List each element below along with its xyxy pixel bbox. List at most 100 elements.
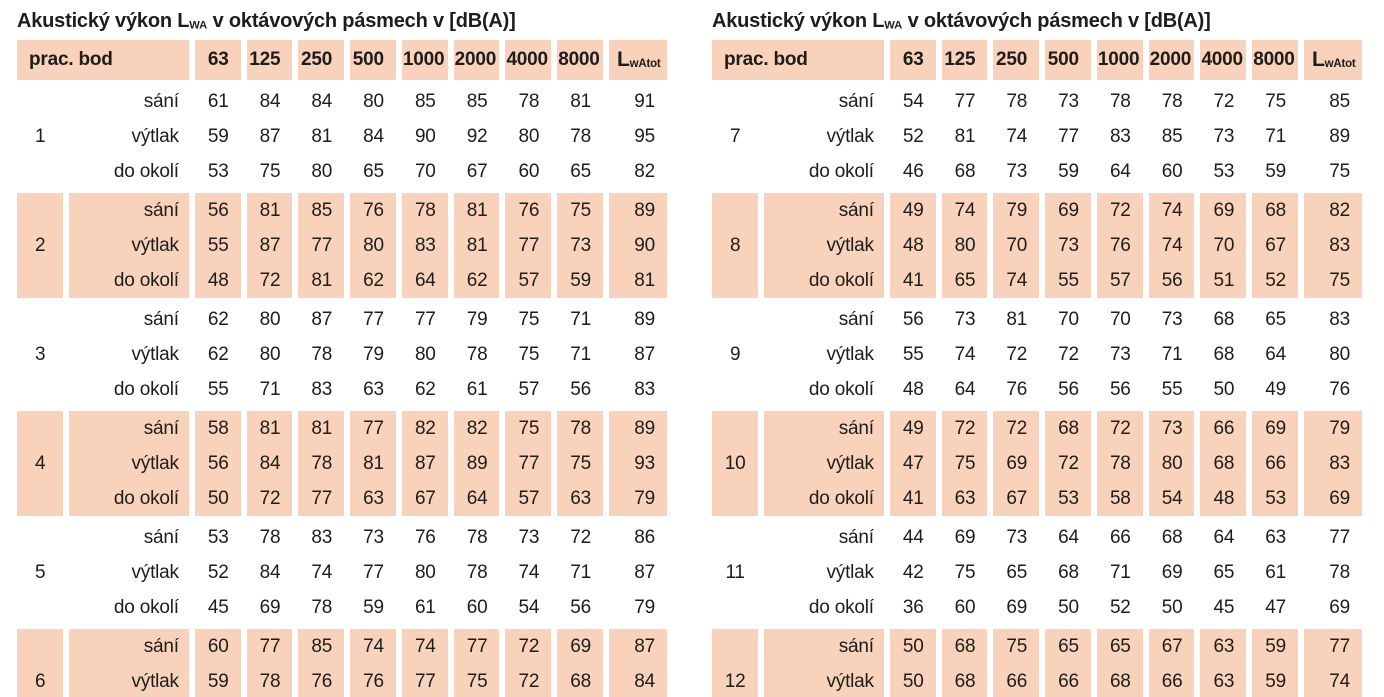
column-header-4000: 4000 xyxy=(499,40,552,80)
value-cell: 65 xyxy=(1246,302,1298,337)
value-cell: 79 xyxy=(602,481,667,516)
value-cell: 72 xyxy=(499,629,552,664)
value-cell: 78 xyxy=(447,520,500,555)
value-cell: 77 xyxy=(240,629,293,664)
value-cell: 75 xyxy=(1297,263,1362,298)
value-cell: 77 xyxy=(292,228,345,263)
point-number: 11 xyxy=(725,561,745,583)
value-cell: 48 xyxy=(883,372,936,407)
value-cell: 53 xyxy=(1039,481,1091,516)
value-cell: 62 xyxy=(447,263,500,298)
value-cell: 76 xyxy=(1297,372,1362,407)
value-cell: 69 xyxy=(240,590,293,625)
value-cell: 69 xyxy=(935,520,988,555)
value-cell: 75 xyxy=(551,446,603,481)
title-prefix: Akustický výkon L xyxy=(17,10,190,32)
value-cell: 57 xyxy=(499,263,552,298)
column-header-lwatot: LwAtot xyxy=(1297,40,1362,80)
value-cell: 56 xyxy=(188,193,241,228)
value-cell: 74 xyxy=(1297,664,1362,697)
value-cell: 60 xyxy=(1142,154,1195,189)
value-cell: 73 xyxy=(344,520,396,555)
row-label: sání xyxy=(758,411,884,446)
value-cell: 68 xyxy=(1039,411,1091,446)
value-cell: 66 xyxy=(1194,411,1247,446)
value-cell: 90 xyxy=(602,228,667,263)
value-cell: 77 xyxy=(344,302,396,337)
value-cell: 84 xyxy=(240,84,293,119)
table-row: 4 sání 58 81 81 77 82 82 75 78 89 xyxy=(17,411,667,516)
row-label: výtlak xyxy=(758,555,884,590)
value-cell: 65 xyxy=(987,555,1039,590)
value-cell: 67 xyxy=(447,154,500,189)
column-header-prac-bod: prac. bod xyxy=(712,40,884,80)
value-cell: 63 xyxy=(551,481,603,516)
value-cell: 76 xyxy=(292,664,345,697)
value-cell: 72 xyxy=(1039,446,1091,481)
value-cell: 45 xyxy=(188,590,241,625)
title-prefix: Akustický výkon L xyxy=(712,10,885,32)
value-cell: 77 xyxy=(344,411,396,446)
value-cell: 67 xyxy=(1142,629,1195,664)
value-cell: 69 xyxy=(1194,193,1247,228)
column-header-2000: 2000 xyxy=(1142,40,1195,80)
value-cell: 59 xyxy=(188,664,241,697)
value-cell: 78 xyxy=(240,664,293,697)
value-cell: 61 xyxy=(447,372,500,407)
group-spacer xyxy=(17,189,667,193)
value-cell: 50 xyxy=(1194,372,1246,407)
table-row: do okolí 53 75 80 65 70 67 60 65 82 xyxy=(17,154,667,189)
value-cell: 63 xyxy=(344,372,396,407)
value-cell: 79 xyxy=(447,302,500,337)
value-cell: 84 xyxy=(344,119,396,154)
value-cell: 54 xyxy=(1142,481,1195,516)
table-row: výtlak 52 84 74 77 80 78 74 71 87 xyxy=(17,555,667,590)
value-cell: 52 xyxy=(188,555,241,590)
value-cell: 78 xyxy=(1142,84,1195,119)
value-cell: 76 xyxy=(344,664,396,697)
group-spacer-cell xyxy=(17,80,667,84)
value-cell: 70 xyxy=(395,154,448,189)
value-cell: 87 xyxy=(395,446,448,481)
value-cell: 63 xyxy=(1194,664,1247,697)
value-cell: 78 xyxy=(292,337,344,372)
value-cell: 59 xyxy=(1246,664,1298,697)
row-label: výtlak xyxy=(63,555,189,590)
value-cell: 58 xyxy=(188,411,241,446)
value-cell: 63 xyxy=(935,481,988,516)
value-cell: 62 xyxy=(344,263,396,298)
value-cell: 57 xyxy=(499,481,552,516)
table-row: výtlak 55 87 77 80 83 81 77 73 90 xyxy=(17,228,667,263)
row-label: sání xyxy=(63,302,189,337)
row-label: výtlak xyxy=(63,337,189,372)
value-cell: 80 xyxy=(344,84,396,119)
value-cell: 85 xyxy=(447,84,500,119)
value-cell: 50 xyxy=(1142,590,1195,625)
value-cell: 85 xyxy=(395,84,448,119)
value-cell: 81 xyxy=(935,119,988,154)
point-number: 9 xyxy=(729,343,741,365)
value-cell: 69 xyxy=(987,590,1039,625)
group-spacer xyxy=(712,407,1362,411)
value-cell: 72 xyxy=(1194,84,1246,119)
value-cell: 56 xyxy=(1039,372,1091,407)
point-number: 1 xyxy=(34,125,46,147)
value-cell: 80 xyxy=(240,302,293,337)
value-cell: 80 xyxy=(395,555,448,590)
value-cell: 87 xyxy=(602,337,667,372)
value-cell: 73 xyxy=(1090,337,1143,372)
column-header-4000: 4000 xyxy=(1194,40,1247,80)
value-cell: 85 xyxy=(1142,119,1195,154)
row-label: výtlak xyxy=(758,664,884,697)
value-cell: 54 xyxy=(499,590,551,625)
value-cell: 78 xyxy=(292,446,345,481)
value-cell: 47 xyxy=(883,446,936,481)
table-row: výtlak 56 84 78 81 87 89 77 75 93 xyxy=(17,446,667,481)
value-cell: 78 xyxy=(987,84,1039,119)
value-cell: 64 xyxy=(447,481,500,516)
value-cell: 84 xyxy=(292,84,344,119)
value-cell: 53 xyxy=(188,154,241,189)
column-header-8000: 8000 xyxy=(1246,40,1298,80)
table-row: výtlak 59 78 76 76 77 75 72 68 84 xyxy=(17,664,667,697)
column-header-500: 500 xyxy=(344,40,396,80)
